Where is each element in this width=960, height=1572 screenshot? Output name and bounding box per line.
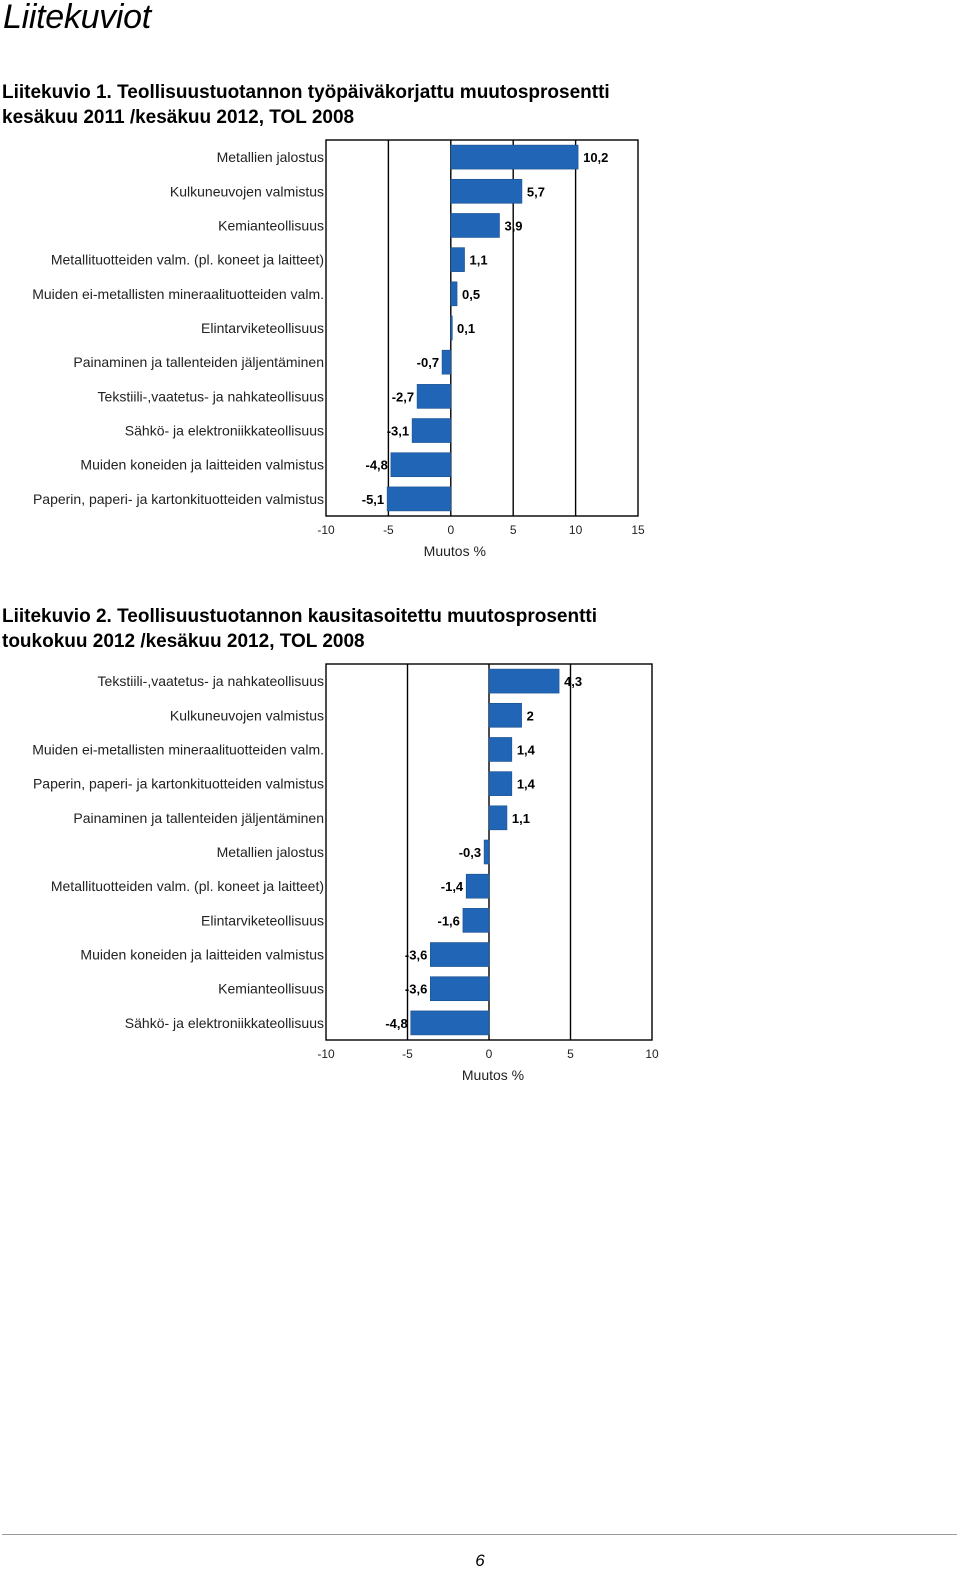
chart2-bar <box>462 908 490 933</box>
chart2-bar <box>488 668 560 694</box>
chart2-value-label: -4,8 <box>385 1016 407 1031</box>
chart1-category-label: Metallituotteiden valm. (pl. koneet ja l… <box>51 252 324 268</box>
chart1-value-label: -2,7 <box>392 389 414 404</box>
chart1-value-label: 1,1 <box>470 253 488 268</box>
chart1-category-label: Elintarviketeollisuus <box>201 320 324 336</box>
chart1-axis-title: Muutos % <box>424 543 486 559</box>
chart1-value-label: -4,8 <box>365 458 387 473</box>
chart2-category-label: Tekstiili-,vaatetus- ja nahkateollisuus <box>98 673 324 689</box>
chart1-tick-label: 15 <box>631 523 645 537</box>
page-number: 6 <box>475 1551 485 1570</box>
chart2-category-label: Painaminen ja tallenteiden jäljentäminen <box>73 810 324 826</box>
chart2-tick-label: -10 <box>317 1047 335 1061</box>
chart1-category-label: Paperin, paperi- ja kartonkituotteiden v… <box>33 491 324 507</box>
chart2-bar <box>410 1010 490 1036</box>
chart2-tick-label: 5 <box>567 1047 574 1061</box>
chart2-category-label: Metallituotteiden valm. (pl. koneet ja l… <box>51 878 324 894</box>
chart2-category-label: Sähkö- ja elektroniikkateollisuus <box>125 1015 324 1031</box>
chart2-value-label: -0,3 <box>459 845 481 860</box>
chart1-category-label: Painaminen ja tallenteiden jäljentäminen <box>73 354 324 370</box>
chart1-value-label: 0,5 <box>462 287 480 302</box>
figure-1-title: Liitekuvio 1. Teollisuustuotannon työpäi… <box>2 80 610 130</box>
chart1-bar <box>450 178 523 204</box>
chart2-bar <box>430 942 490 967</box>
chart1-value-label: 10,2 <box>583 150 608 165</box>
chart1-bar <box>450 315 453 341</box>
chart2-bar <box>430 976 490 1002</box>
figure-2-bar-chart: Tekstiili-,vaatetus- ja nahkateollisuus 4… <box>32 663 659 1083</box>
chart2-category-label: Kulkuneuvojen valmistus <box>170 707 324 723</box>
chart2-category-label: Paperin, paperi- ja kartonkituotteiden v… <box>33 776 324 792</box>
chart1-category-label: Kulkuneuvojen valmistus <box>170 183 324 199</box>
chart1-tick-label: 10 <box>569 523 583 537</box>
chart2-bar <box>488 702 522 728</box>
chart2-value-label: -1,4 <box>441 879 464 894</box>
chart2-category-label: Metallien jalostus <box>217 844 324 860</box>
chart2-category-label: Muiden koneiden ja laitteiden valmistus <box>80 947 324 963</box>
chart2-tick-label: -5 <box>402 1047 413 1061</box>
chart1-bar <box>411 418 452 443</box>
chart1-tick-label: -10 <box>317 523 335 537</box>
chart2-bar <box>483 839 490 865</box>
chart1-category-label: Muiden ei-metallisten mineraalituotteide… <box>32 286 324 302</box>
figure-1-bar-chart: Metallien jalostus 10,2 Kulkuneuvojen valm… <box>32 139 645 559</box>
chart1-tick-label: 5 <box>510 523 517 537</box>
page-heading: Liitekuviot <box>3 0 151 36</box>
chart2-value-label: 1,4 <box>517 777 536 792</box>
chart2-value-label: 4,3 <box>564 674 582 689</box>
chart1-bar <box>390 452 452 478</box>
chart2-value-label: -3,6 <box>405 982 427 997</box>
chart2-tick-label: 10 <box>645 1047 659 1061</box>
chart2-category-label: Elintarviketeollisuus <box>201 912 324 928</box>
chart2-bar <box>488 771 513 796</box>
chart1-bar <box>450 247 465 272</box>
chart1-category-label: Kemianteollisuus <box>218 217 324 233</box>
figure-2-title-line-1: Liitekuvio 2. Teollisuustuotannon kausit… <box>2 606 598 627</box>
chart1-value-label: -3,1 <box>387 424 409 439</box>
chart1-value-label: 5,7 <box>527 184 545 199</box>
chart1-bar <box>441 349 452 375</box>
chart1-value-label: 3,9 <box>504 218 522 233</box>
chart1-category-label: Sähkö- ja elektroniikkateollisuus <box>125 423 324 439</box>
chart2-value-label: -1,6 <box>438 913 460 928</box>
chart2-plot-frame <box>325 663 653 1041</box>
chart2-bar <box>465 873 490 899</box>
chart1-bar <box>386 486 452 512</box>
chart2-category-label: Muiden ei-metallisten mineraalituotteide… <box>32 741 324 757</box>
chart1-value-label: -0,7 <box>417 355 439 370</box>
footer-divider <box>2 1534 957 1535</box>
chart1-bar <box>450 213 500 238</box>
chart2-axis-title: Muutos % <box>462 1067 524 1083</box>
chart1-category-label: Tekstiili-,vaatetus- ja nahkateollisuus <box>98 388 324 404</box>
chart1-plot-frame <box>325 139 639 517</box>
chart2-bar <box>488 805 508 831</box>
chart2-tick-label: 0 <box>486 1047 493 1061</box>
chart1-value-label: -5,1 <box>362 492 384 507</box>
figure-2-title-line-2: toukokuu 2012 /kesäkuu 2012, TOL 2008 <box>2 631 365 652</box>
chart2-value-label: 1,1 <box>512 811 530 826</box>
figure-1-title-line-1: Liitekuvio 1. Teollisuustuotannon työpäi… <box>2 82 610 103</box>
chart1-value-label: 0,1 <box>457 321 475 336</box>
chart1-bar <box>450 281 458 307</box>
chart2-category-label: Kemianteollisuus <box>218 981 324 997</box>
chart2-value-label: 1,4 <box>517 742 536 757</box>
figure-1-title-line-2: kesäkuu 2011 /kesäkuu 2012, TOL 2008 <box>2 107 355 128</box>
chart1-bar <box>450 144 579 170</box>
chart2-value-label: -3,6 <box>405 948 427 963</box>
chart1-tick-label: -5 <box>383 523 394 537</box>
chart1-tick-label: 0 <box>447 523 454 537</box>
chart1-bar <box>416 384 452 409</box>
chart2-value-label: 2 <box>527 708 534 723</box>
chart2-bar <box>488 737 513 762</box>
figure-2-title: Liitekuvio 2. Teollisuustuotannon kausit… <box>2 604 597 654</box>
chart1-category-label: Muiden koneiden ja laitteiden valmistus <box>80 457 324 473</box>
chart1-category-label: Metallien jalostus <box>217 149 324 165</box>
